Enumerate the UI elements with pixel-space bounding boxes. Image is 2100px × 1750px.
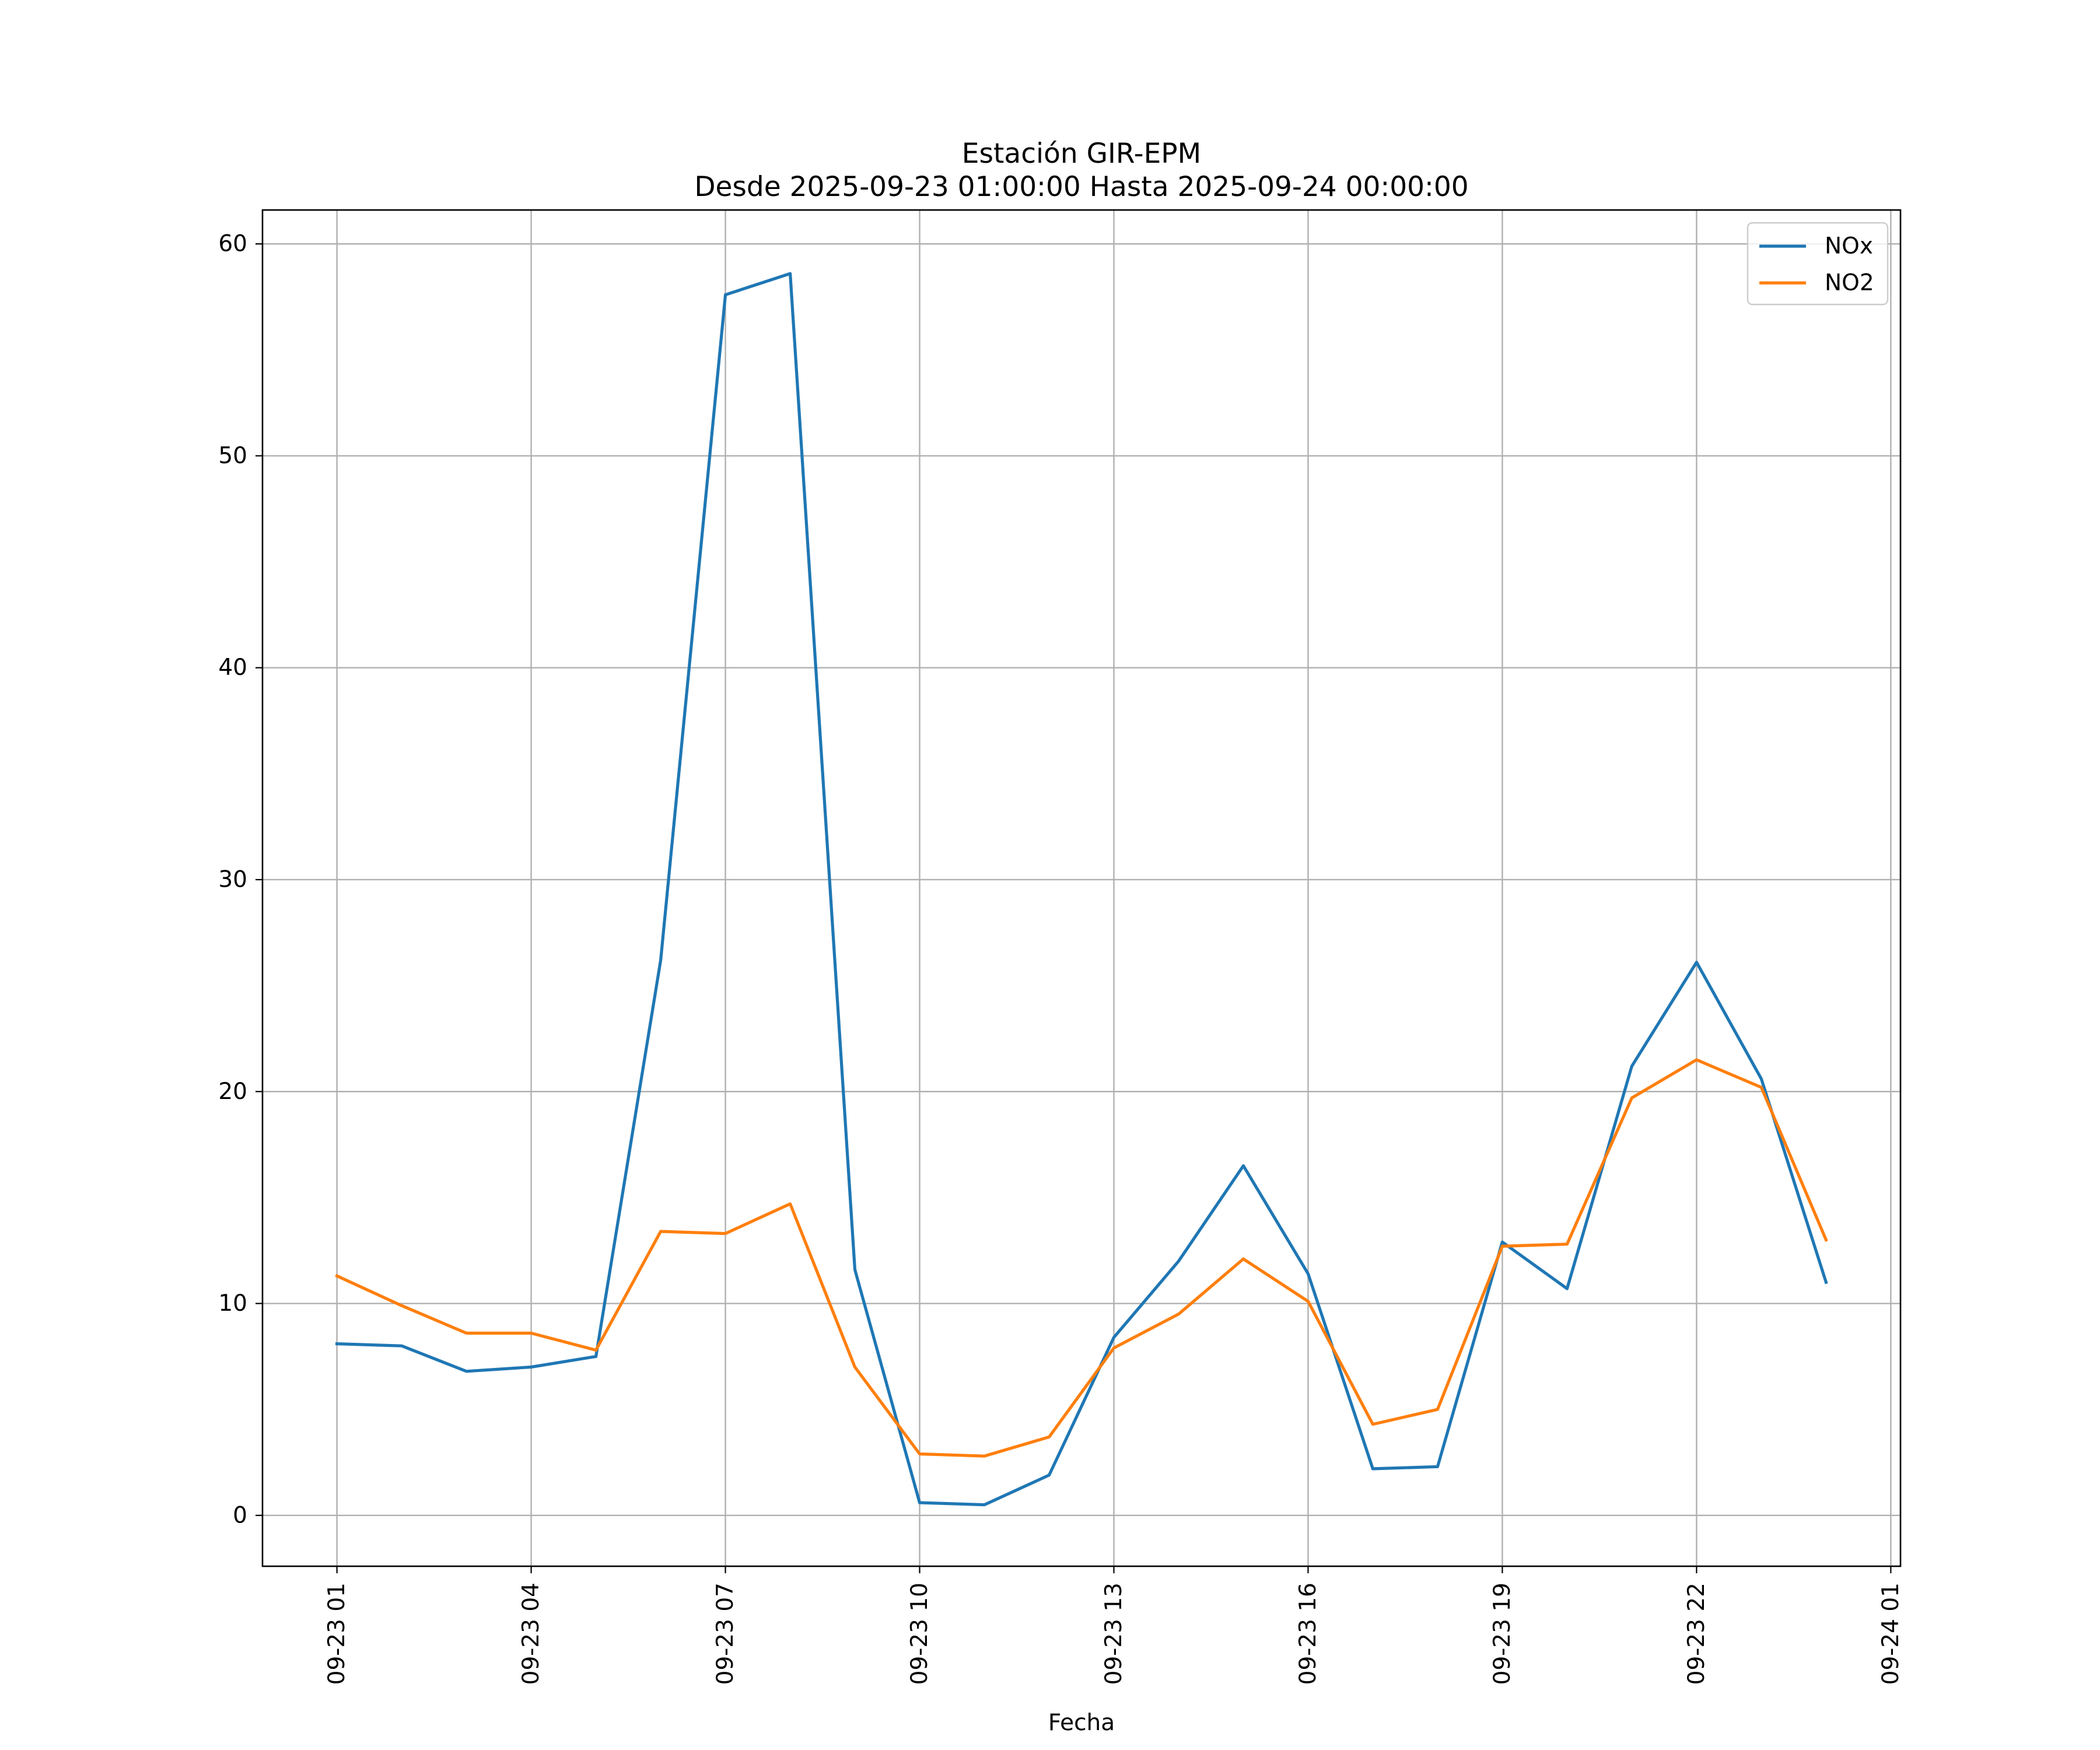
y-tick-label: 60 — [218, 231, 247, 257]
y-tick-label: 0 — [233, 1502, 247, 1528]
x-tick-label: 09-23 07 — [712, 1583, 738, 1685]
legend-label-no2: NO2 — [1825, 270, 1874, 296]
x-tick-label: 09-23 16 — [1295, 1583, 1321, 1685]
legend-label-nox: NOx — [1825, 233, 1873, 260]
x-tick-label: 09-23 04 — [518, 1583, 544, 1685]
x-tick-label: 09-23 13 — [1101, 1583, 1127, 1685]
x-tick-label: 09-23 22 — [1684, 1583, 1710, 1685]
x-gridlines — [336, 210, 1892, 1566]
y-tick-label: 30 — [218, 866, 247, 892]
x-tick-label: 09-23 01 — [324, 1583, 350, 1685]
x-axis-label: Fecha — [1048, 1710, 1115, 1736]
y-axis-ticks: 0 10 20 30 40 50 60 — [218, 231, 262, 1528]
x-axis-ticks: 09-23 01 09-23 04 09-23 07 09-23 10 09-23 13… — [324, 1566, 1904, 1685]
x-tick-label: 09-23 19 — [1489, 1583, 1516, 1685]
y-tick-label: 10 — [218, 1290, 247, 1317]
series-line-nox — [335, 272, 1828, 1507]
y-gridlines — [262, 243, 1901, 1517]
chart-title: Estación GIR-EPM — [962, 138, 1201, 170]
y-tick-label: 50 — [218, 443, 247, 469]
x-tick-label: 09-24 01 — [1878, 1583, 1904, 1685]
series-line-no2 — [335, 1058, 1828, 1458]
y-tick-label: 40 — [218, 654, 247, 681]
y-tick-label: 20 — [218, 1079, 247, 1105]
series-layer — [335, 272, 1828, 1507]
plot-frame — [261, 209, 1902, 1567]
x-tick-label: 09-23 10 — [907, 1583, 933, 1685]
legend: NOx NO2 — [1746, 222, 1889, 306]
chart-subtitle: Desde 2025-09-23 01:00:00 Hasta 2025-09-… — [694, 171, 1468, 203]
